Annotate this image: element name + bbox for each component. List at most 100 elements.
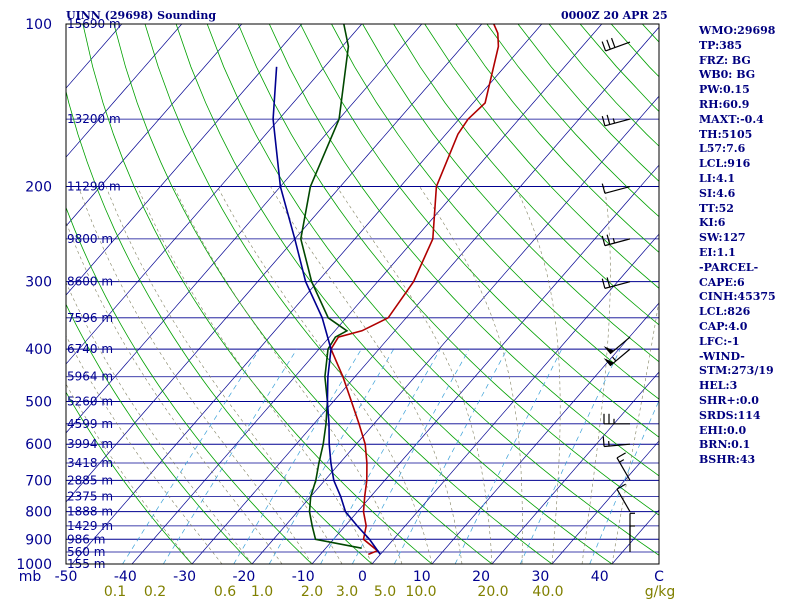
isotherm-line [491,371,659,564]
height-label: 3994 m [67,437,113,451]
index-item: SW:127 [699,231,746,245]
index-item: LFC:-1 [699,334,740,348]
height-label: 2375 m [67,490,113,504]
pressure-tick-label: 400 [25,342,52,358]
wind-barb-full [606,277,611,288]
wind-barb-full [616,483,626,490]
index-item: SI:4.6 [699,186,736,200]
index-item: BRN:0.1 [699,438,751,452]
index-item: TP:385 [699,38,743,52]
dry-adiabat [455,24,659,253]
isotherm-line [131,24,603,564]
index-item: BSHR:43 [699,453,756,467]
wind-barb-shaft [604,443,631,448]
mixing-ratio-tick-label: 0.1 [104,584,126,600]
isotherm-line [431,302,659,564]
stability-indices-panel: WMO:29698 TP:385 FRZ: BG WB0: BG PW:0.15 RH:6… [699,24,776,468]
height-label: 1888 m [67,505,113,519]
pressure-tick-label: 300 [25,275,52,291]
isotherm-line [371,233,659,564]
isotherm-line [66,24,483,503]
index-item: HEL:3 [699,379,738,393]
moist-adiabat [66,281,253,564]
height-label: 4599 m [67,417,113,431]
index-item: LCL:826 [699,305,751,319]
wind-barb [616,452,631,481]
wind-barb-shaft [604,118,631,127]
wind-barb-half [612,118,616,124]
isotherm-line [191,26,659,564]
pressure-tick-label: 200 [25,180,52,196]
pressure-tick-label: 100 [25,17,52,33]
mixing-ratio-tick-label: 2.0 [301,584,323,600]
mixing-ratio-tick-label: 10.0 [405,584,436,600]
moist-adiabat [66,334,223,564]
plot-frame [65,23,660,565]
temperature-tick-label: 0 [358,569,367,585]
moist-adiabat [173,186,403,564]
wind-barb [616,483,631,512]
moist-adiabat [66,221,283,564]
mixing-ratio-line [268,348,395,564]
index-item: WB0: BG [699,68,756,82]
dry-adiabat [237,24,659,516]
temperature-tick-label: 10 [413,569,431,585]
isotherm-line [0,24,2,564]
dry-adiabat [82,24,433,564]
mixing-ratio-tick-label: 40.0 [532,584,563,600]
index-item: TT:52 [699,201,734,215]
wind-barb [603,413,630,425]
moist-adiabat [137,186,373,564]
temperature-tick-label: 40 [591,569,609,585]
wind-barb [601,37,631,52]
dry-adiabat [331,24,659,400]
index-item: STM:273/19 [699,364,774,378]
mixing-ratio-line [351,348,470,564]
isotherm-line [551,440,659,564]
isotherm-line [311,164,659,564]
moist-adiabat [514,186,561,564]
dry-adiabat [206,24,659,556]
wind-barb-full [610,37,616,48]
height-label: 5260 m [67,394,113,408]
wind-barb-shaft [616,488,631,512]
index-item: L57:7.6 [699,142,746,156]
wind-barb-shaft [605,41,631,52]
profile-series-1 [299,24,362,549]
index-item: LCL:916 [699,157,751,171]
profile-lines [272,24,500,556]
wind-barbs [601,37,635,552]
wind-barb-flag [603,358,614,366]
wind-barb [601,114,631,127]
mixing-ratio-tick-label: 5.0 [374,584,396,600]
index-item: SHR+:0.0 [699,393,759,407]
wind-barb-shaft [616,457,631,481]
profile-series-0 [330,24,500,556]
index-item: FRZ: BG [699,53,751,67]
mixing-ratio-line [454,348,563,564]
moist-adiabat [270,186,463,564]
mixing-ratio-line [320,348,441,564]
mixing-ratio-tick-label: 0.2 [144,584,166,600]
dry-adiabat [113,24,493,564]
isotherm-line [66,24,183,158]
moist-adiabat [611,299,659,564]
pressure-tick-label: 500 [25,394,52,410]
dry-adiabat [66,89,373,564]
pressure-tick-label: 1000 [16,557,52,573]
wind-barb-full [606,114,611,125]
height-label: 5964 m [67,370,113,384]
index-item: SRDS:114 [699,408,761,422]
mixing-ratio-tick-label: 0.6 [214,584,236,600]
temperature-tick-label: -50 [55,569,78,585]
wind-barb-shaft [604,185,631,194]
moist-adiabat [78,186,313,564]
wind-barb-half [619,459,625,463]
temperature-tick-label: 30 [531,569,549,585]
temperature-tick-label: 20 [472,569,490,585]
height-label: 1429 m [67,519,113,533]
index-item: -PARCEL- [699,260,759,274]
wind-barb-flag [603,346,614,354]
pressure-tick-label: 700 [25,473,52,489]
